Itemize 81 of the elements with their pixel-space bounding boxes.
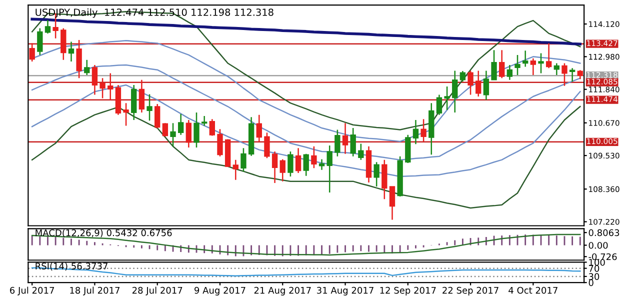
x-tick-label: 28 Jul 2017 [132, 286, 182, 296]
candlestick [562, 62, 568, 87]
candlestick [444, 86, 450, 111]
candlestick [420, 118, 426, 142]
candlestick [499, 49, 505, 79]
candlestick [209, 118, 216, 136]
candlestick [358, 143, 364, 160]
candlestick [256, 114, 262, 142]
candlestick [546, 42, 552, 69]
candlestick [326, 144, 332, 194]
candlestick [170, 122, 176, 147]
candlestick [382, 159, 388, 200]
x-tick-label: 22 Sep 2017 [442, 286, 498, 296]
candlestick [37, 28, 43, 56]
candlestick [60, 28, 66, 60]
y-tick-label: 0 [588, 279, 594, 286]
candlestick [280, 158, 286, 182]
candlestick [162, 122, 168, 138]
line-series [31, 84, 581, 178]
candlestick [92, 64, 98, 96]
candlestick [108, 72, 114, 101]
x-tick-label: 18 Jul 2017 [70, 286, 120, 296]
x-tick-label: 4 Oct 2017 [508, 286, 558, 294]
candlestick [240, 147, 246, 172]
candlestick [538, 52, 544, 74]
candlestick [412, 119, 419, 145]
candlestick [68, 41, 74, 62]
candlestick [506, 64, 513, 81]
candlestick [29, 42, 35, 62]
candlestick [389, 186, 396, 220]
candlestick [217, 128, 223, 158]
candlestick [522, 50, 528, 68]
candlestick [76, 39, 82, 79]
candlestick [342, 122, 348, 154]
candlestick [554, 62, 560, 76]
candlestick [44, 19, 51, 34]
chart-title: MACD(12,26,9) 0.5432 0.6756 [36, 229, 172, 238]
y-tick-label: -0.726 [588, 253, 617, 260]
x-tick-label: 9 Aug 2017 [194, 286, 246, 296]
candlestick [232, 159, 238, 181]
candlestick [178, 113, 184, 136]
candlestick [123, 102, 129, 126]
candlestick [311, 146, 317, 169]
candlestick [452, 70, 458, 114]
candlestick [138, 79, 145, 114]
x-tick-label: 31 Aug 2017 [317, 286, 374, 296]
candlestick [84, 59, 90, 76]
x-tick-label: 6 Jul 2017 [10, 286, 54, 296]
candlestick [272, 150, 278, 184]
candlestick [350, 127, 356, 158]
candlestick [436, 94, 442, 116]
candlestick [460, 70, 466, 82]
y-tick-label: 30 [588, 273, 600, 280]
candlestick [514, 54, 520, 76]
y-tick-label: 0.8063 [588, 229, 620, 236]
candlestick [483, 70, 490, 101]
candlestick [468, 70, 474, 96]
candlestick [131, 84, 137, 121]
candlestick [288, 150, 294, 178]
candlestick [100, 78, 106, 99]
candlestick [476, 70, 482, 98]
candlestick [201, 115, 208, 126]
line-series [30, 18, 582, 46]
x-tick-label: 12 Sep 2017 [380, 286, 436, 296]
candlestick [186, 119, 192, 148]
candlestick [295, 147, 302, 174]
y-tick-label: 100 [589, 258, 605, 266]
candlestick [154, 103, 160, 129]
x-tick-label: 21 Aug 2017 [254, 286, 311, 296]
line-series [31, 106, 581, 209]
candlestick [569, 68, 576, 82]
candlestick [334, 129, 340, 158]
candlestick [491, 49, 497, 81]
candlestick [303, 153, 309, 177]
y-tick-label: 0.00 [588, 242, 608, 249]
candlestick [318, 158, 325, 170]
candlestick [374, 162, 380, 188]
candlestick [530, 58, 536, 76]
candlestick [146, 94, 152, 122]
candlestick [194, 112, 200, 148]
candlestick [264, 132, 270, 159]
